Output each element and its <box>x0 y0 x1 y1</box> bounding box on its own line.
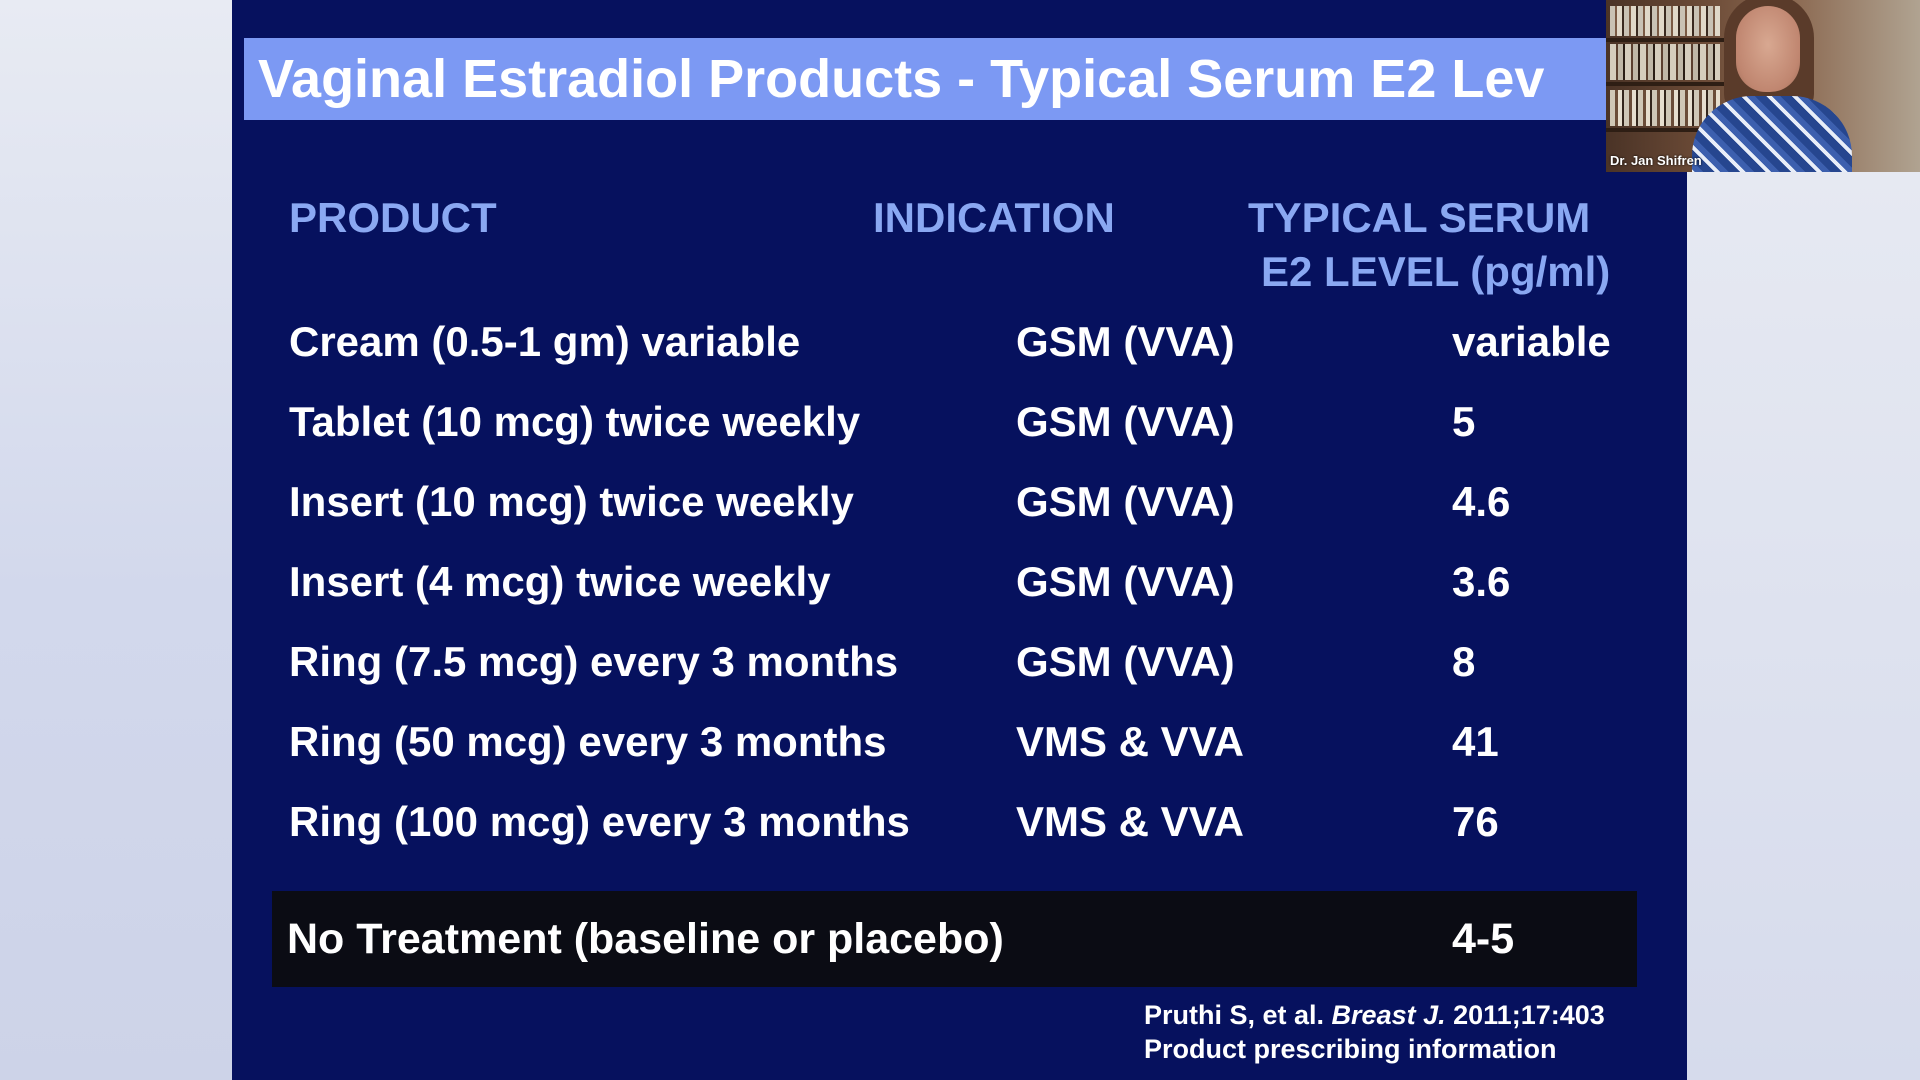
level-cell: 8 <box>1452 638 1476 685</box>
indication-cell: GSM (VVA) <box>1016 478 1235 525</box>
header-indication: INDICATION <box>873 194 1115 241</box>
level-cell: 3.6 <box>1452 558 1511 605</box>
level-cell: 5 <box>1452 398 1476 445</box>
book-spines <box>1610 6 1720 36</box>
indication-cell: VMS & VVA <box>1016 718 1244 765</box>
baseline-row: No Treatment (baseline or placebo) 4-5 <box>272 891 1637 987</box>
level-cell: 76 <box>1452 798 1499 845</box>
book-spines <box>1610 90 1720 126</box>
level-cell: 4.6 <box>1452 478 1511 525</box>
product-cell: Ring (100 mcg) every 3 months <box>289 798 910 845</box>
product-cell: Cream (0.5-1 gm) variable <box>289 318 801 365</box>
header-serum-line1: TYPICAL SERUM <box>1248 194 1591 241</box>
citation-line1: Pruthi S, et al. Breast J. 2011;17:403 <box>1144 998 1605 1032</box>
citation-authors: Pruthi S, et al. <box>1144 1000 1332 1030</box>
citation-journal: Breast J. <box>1331 1000 1446 1030</box>
indication-cell: GSM (VVA) <box>1016 558 1235 605</box>
presentation-slide: Vaginal Estradiol Products - Typical Ser… <box>232 0 1687 1080</box>
face <box>1736 6 1800 92</box>
table-row: Ring (100 mcg) every 3 months VMS & VVA … <box>232 790 1687 854</box>
baseline-level-cell: 4-5 <box>1452 915 1515 963</box>
participant-video-tile[interactable]: Dr. Jan Shifren <box>1606 0 1920 172</box>
background-left <box>0 0 232 1080</box>
slide-title: Vaginal Estradiol Products - Typical Ser… <box>244 38 1664 120</box>
indication-cell: GSM (VVA) <box>1016 318 1235 365</box>
table-row: Tablet (10 mcg) twice weekly GSM (VVA) 5 <box>232 390 1687 454</box>
participant-name-label: Dr. Jan Shifren <box>1610 153 1702 168</box>
baseline-product-cell: No Treatment (baseline or placebo) <box>287 915 1004 963</box>
header-product: PRODUCT <box>289 194 497 241</box>
citation-line2: Product prescribing information <box>1144 1034 1557 1064</box>
header-serum-line2: E2 LEVEL (pg/ml) <box>1261 248 1611 295</box>
book-spines <box>1610 44 1720 80</box>
product-cell: Ring (50 mcg) every 3 months <box>289 718 887 765</box>
product-cell: Ring (7.5 mcg) every 3 months <box>289 638 899 685</box>
bookshelf-board <box>1606 38 1726 42</box>
table-row: Insert (4 mcg) twice weekly GSM (VVA) 3.… <box>232 550 1687 614</box>
indication-cell: GSM (VVA) <box>1016 398 1235 445</box>
product-cell: Insert (10 mcg) twice weekly <box>289 478 854 525</box>
table-row: Ring (7.5 mcg) every 3 months GSM (VVA) … <box>232 630 1687 694</box>
bookshelf-board <box>1606 128 1726 132</box>
indication-cell: GSM (VVA) <box>1016 638 1235 685</box>
table-row: Cream (0.5-1 gm) variable GSM (VVA) vari… <box>232 310 1687 374</box>
table-row: Insert (10 mcg) twice weekly GSM (VVA) 4… <box>232 470 1687 534</box>
indication-cell: VMS & VVA <box>1016 798 1244 845</box>
level-cell: 41 <box>1452 718 1499 765</box>
background-right <box>1687 172 1920 1080</box>
citation-volume: 2011;17:403 <box>1445 1000 1605 1030</box>
level-cell: variable <box>1452 318 1611 365</box>
bookshelf-board <box>1606 82 1726 86</box>
product-cell: Insert (4 mcg) twice weekly <box>289 558 831 605</box>
product-cell: Tablet (10 mcg) twice weekly <box>289 398 861 445</box>
table-row: Ring (50 mcg) every 3 months VMS & VVA 4… <box>232 710 1687 774</box>
patterned-top <box>1692 96 1852 172</box>
